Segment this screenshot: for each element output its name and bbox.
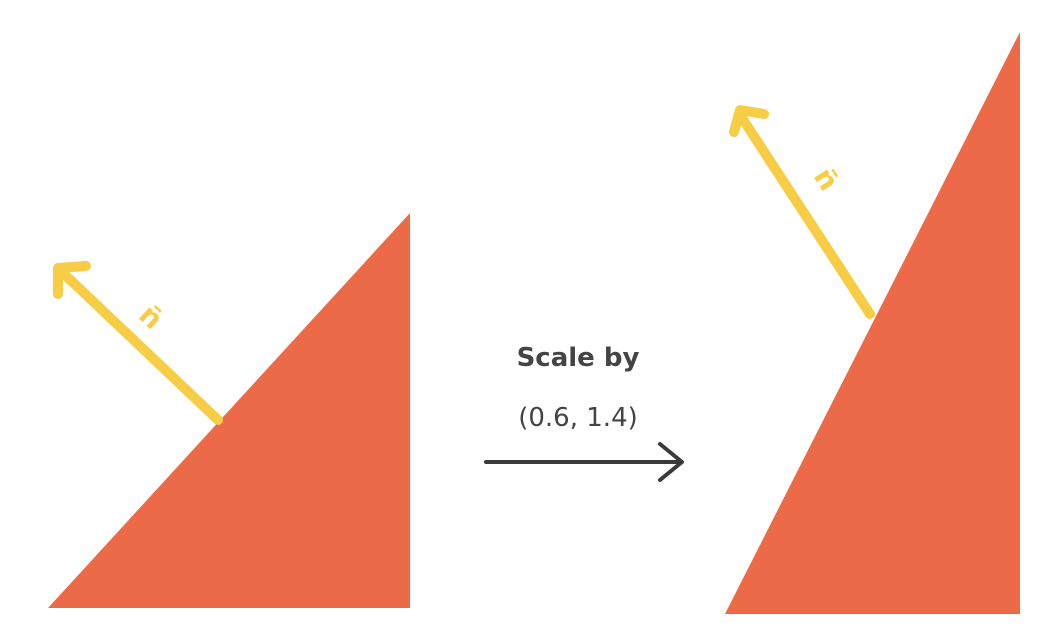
scaled-figure: n̄: [725, 32, 1020, 614]
original-normal-label: n̄: [132, 298, 169, 336]
transform-caption: Scale by (0.6, 1.4): [517, 343, 640, 433]
scaled-normal-arrow-icon: [729, 105, 875, 319]
caption-title: Scale by: [517, 343, 640, 373]
original-triangle: [48, 213, 410, 608]
scaled-triangle: [725, 32, 1020, 614]
scaled-normal-label: n̄: [807, 162, 846, 197]
original-figure: n̄: [48, 213, 410, 608]
right-arrow-icon: [484, 442, 684, 482]
original-normal-arrow-icon: [53, 261, 223, 425]
caption-value: (0.6, 1.4): [518, 403, 638, 433]
